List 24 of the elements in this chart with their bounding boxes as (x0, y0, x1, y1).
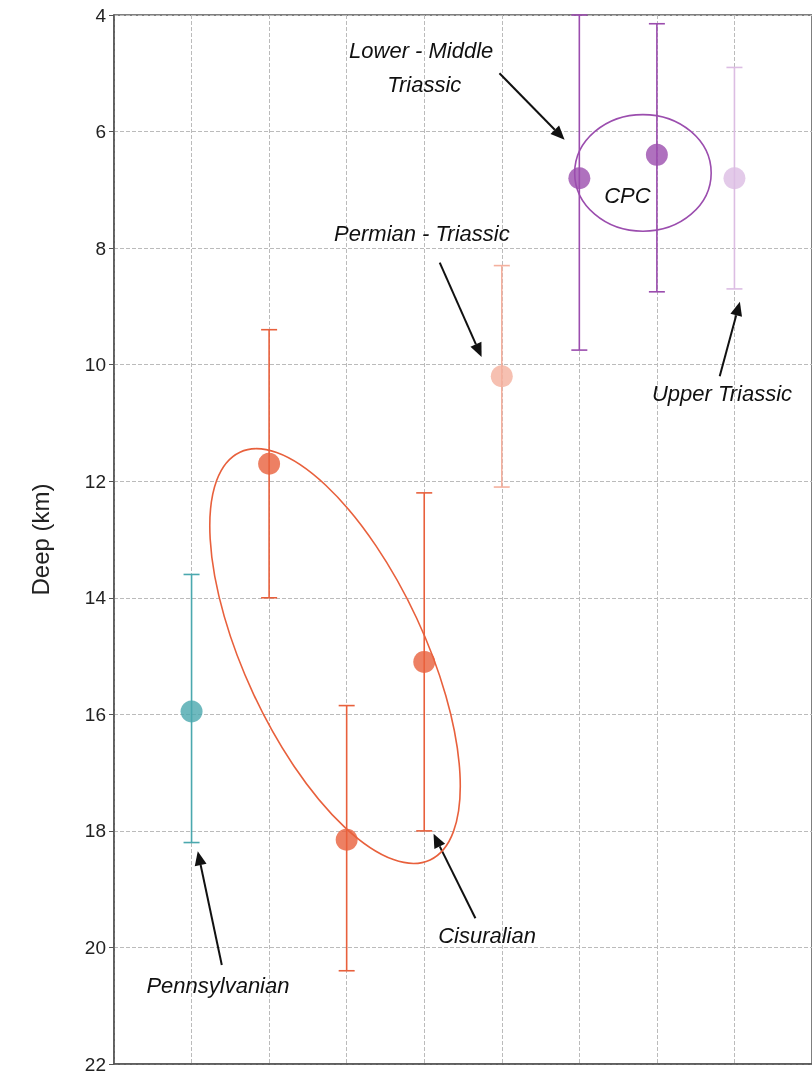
point (413, 650, 436, 673)
y-tick-label: 14 (84, 587, 107, 609)
annotation: Upper Triassic (651, 381, 793, 407)
point (723, 167, 746, 190)
y-tick-label: 10 (84, 354, 106, 376)
point (490, 365, 513, 388)
y-tick-label: 12 (84, 470, 106, 492)
y-axis-title: Deep (km) (26, 483, 54, 596)
annotation: CPC (604, 183, 651, 209)
y-tick-label: 8 (95, 237, 106, 259)
y-tick-label: 18 (84, 820, 106, 842)
y-tick-label: 6 (95, 121, 106, 143)
y-tick-label: 4 (95, 4, 107, 26)
annotation: Lower - Middle Triassic (349, 37, 500, 97)
point (335, 828, 358, 851)
y-tick-label: 16 (84, 703, 106, 725)
point (645, 143, 668, 166)
y-tick-label: 20 (84, 936, 106, 958)
point (258, 452, 281, 475)
annotation: Permian - Triassic (334, 221, 510, 247)
annotation: Cisuralian (438, 923, 536, 949)
point (180, 700, 203, 723)
annotation: Pennsylvanian (146, 972, 290, 998)
y-tick-label: 22 (84, 1053, 106, 1075)
